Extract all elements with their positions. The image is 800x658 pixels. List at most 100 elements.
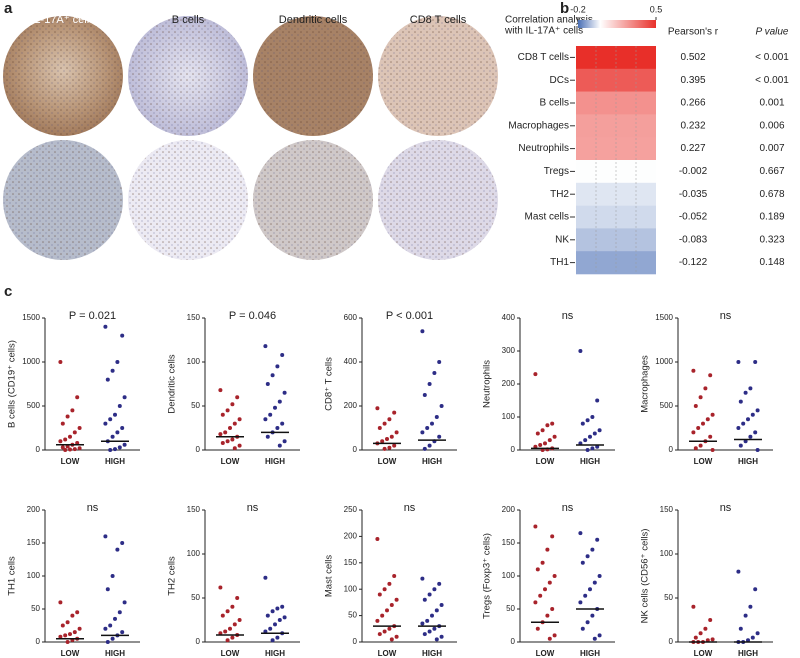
y-tick-label: 200 (502, 379, 516, 388)
y-axis-label: Neutrophils (482, 360, 493, 408)
row-label: CD8 T cells (518, 52, 569, 63)
data-point (270, 609, 275, 614)
data-point (68, 434, 72, 439)
data-point (108, 623, 113, 628)
data-point (72, 630, 77, 635)
data-point (552, 633, 557, 638)
data-point (375, 537, 380, 542)
data-point (237, 417, 242, 422)
p-value: 0.007 (759, 143, 784, 154)
y-tick-label: 200 (27, 505, 41, 514)
x-tick-label: HIGH (265, 649, 285, 658)
y-tick-label: 0 (669, 445, 674, 454)
data-point (70, 613, 75, 618)
data-point (72, 447, 77, 452)
x-tick-label: LOW (221, 457, 240, 466)
row-label: Neutrophils (518, 143, 569, 154)
data-point (427, 443, 432, 448)
y-tick-label: 1500 (22, 313, 40, 322)
row-label: NK (555, 234, 569, 245)
data-point (103, 626, 108, 631)
data-point (585, 620, 590, 625)
data-point (427, 629, 432, 634)
x-tick-label: LOW (694, 457, 713, 466)
heatmap-cell (576, 205, 656, 229)
data-point (392, 574, 397, 578)
y-tick-label: 150 (187, 313, 201, 322)
data-point (427, 592, 432, 597)
data-point (270, 373, 275, 378)
data-point (110, 636, 115, 641)
data-point (590, 613, 595, 618)
data-point (63, 437, 68, 442)
data-point (738, 443, 743, 448)
data-point (595, 398, 600, 403)
p-value: < 0.001 (755, 75, 789, 86)
y-tick-label: 1500 (655, 313, 673, 322)
data-point (265, 382, 270, 386)
data-point (430, 421, 434, 426)
data-point (77, 626, 82, 631)
data-point (220, 412, 225, 417)
data-point (550, 607, 555, 611)
row-label: Macrophages (508, 120, 569, 131)
y-tick-label: 150 (660, 505, 674, 514)
ihc-texture (128, 140, 248, 260)
annotation: ns (247, 502, 259, 514)
data-point (550, 421, 555, 426)
row-label: Tregs (544, 166, 569, 177)
y-axis-label: CD8⁺ T cells (324, 357, 335, 411)
data-point (60, 421, 65, 426)
data-point (703, 626, 708, 631)
data-point (738, 399, 743, 404)
data-point (592, 431, 597, 436)
y-axis-label: TH1 cells (7, 556, 18, 596)
data-point (263, 629, 268, 634)
pearson-r: 0.502 (680, 52, 705, 63)
x-tick-label: LOW (378, 649, 397, 658)
y-tick-label: 500 (660, 401, 674, 410)
data-point (108, 417, 113, 422)
data-point (588, 587, 592, 592)
row-label: Mast cells (525, 212, 569, 223)
data-point (65, 620, 70, 625)
heatmap-title: Correlation analysis (505, 15, 593, 26)
data-point (547, 636, 552, 641)
panel-label: c (4, 283, 12, 300)
data-point (585, 554, 590, 559)
column-header: P value (756, 27, 789, 38)
row-label: TH1 (550, 257, 569, 268)
data-point (265, 613, 270, 618)
data-point (380, 439, 385, 444)
data-point (275, 606, 280, 611)
data-point (708, 373, 713, 378)
data-point (755, 631, 760, 636)
ihc-texture (128, 16, 248, 136)
data-point (387, 626, 392, 631)
data-point (691, 430, 696, 435)
data-point (115, 547, 120, 552)
pearson-r: -0.002 (679, 166, 708, 177)
data-point (115, 360, 120, 364)
row-label: B cells (540, 98, 569, 109)
y-tick-label: 1000 (655, 357, 673, 366)
data-point (422, 597, 427, 602)
data-point (746, 417, 750, 422)
data-point (113, 616, 117, 621)
data-point (597, 428, 602, 433)
data-point (434, 608, 439, 613)
data-point (270, 638, 275, 643)
y-tick-label: 400 (344, 357, 358, 366)
data-point (117, 404, 122, 408)
data-point (382, 446, 387, 451)
y-tick-label: 200 (502, 505, 516, 514)
data-point (538, 593, 543, 598)
data-point (70, 408, 75, 413)
data-point (225, 439, 230, 444)
data-point (220, 440, 225, 445)
pearson-r: 0.232 (680, 120, 705, 131)
data-point (268, 412, 273, 417)
data-point (538, 443, 543, 448)
data-point (691, 604, 696, 609)
data-point (263, 575, 268, 580)
